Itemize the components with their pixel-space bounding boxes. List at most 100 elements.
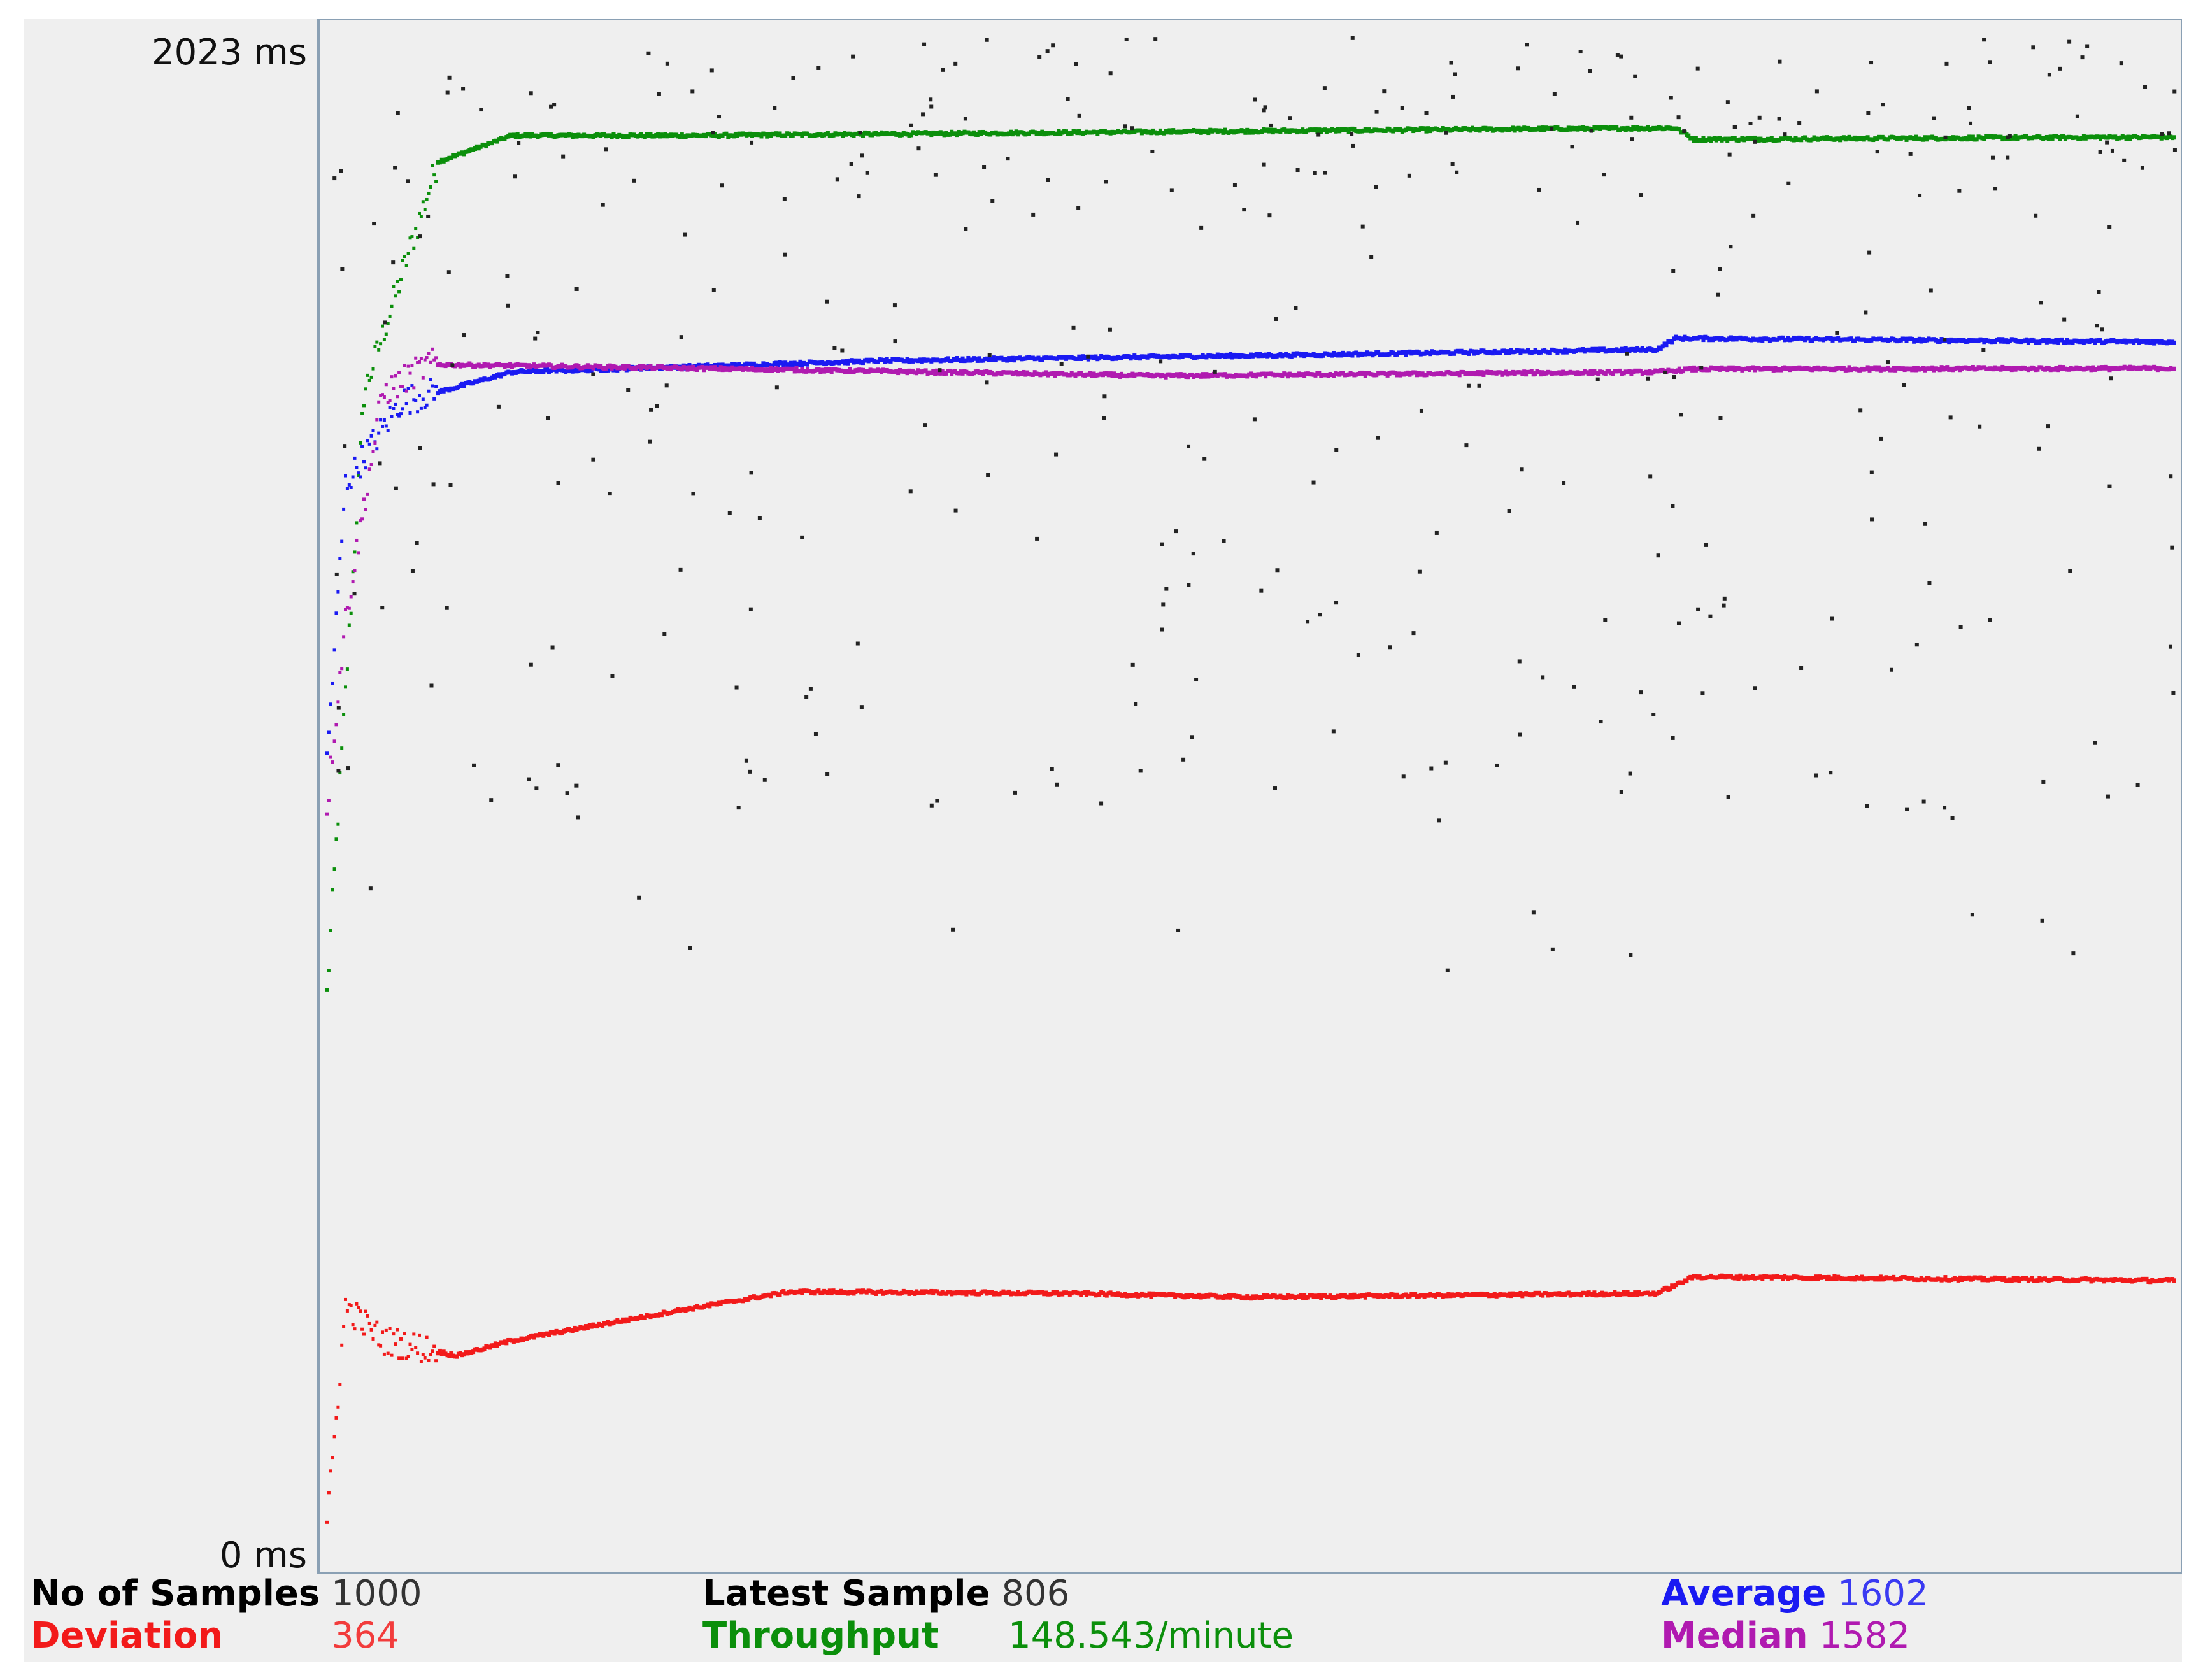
average-line-point [1330, 353, 1334, 358]
sample-point [1253, 97, 1257, 102]
median-line-point [774, 366, 778, 371]
sample-point [1700, 691, 1705, 695]
deviation-line-point [375, 1320, 379, 1324]
sample-point [1725, 100, 1730, 104]
average-line-point [1229, 352, 1233, 357]
sample-point [1124, 37, 1129, 41]
average-line-point [1094, 354, 1098, 359]
deviation-line-point [1509, 1293, 1513, 1299]
average-line-point [353, 456, 357, 460]
sample-point [649, 408, 653, 412]
median-line-point [608, 363, 612, 368]
throughput-line-point [1677, 127, 1681, 132]
median-line-point [362, 497, 366, 501]
deviation-line-point [429, 1353, 432, 1356]
sample-point [922, 42, 927, 46]
sample-point [513, 174, 517, 179]
deviation-line-point [327, 1491, 331, 1495]
sample-point [646, 51, 651, 55]
graph-panel: 2023 ms 0 ms No of Samples 1000 Latest S… [24, 19, 2182, 1662]
sample-point [1932, 116, 1936, 120]
throughput-line-point [2159, 136, 2164, 141]
sample-point [1572, 685, 1576, 689]
deviation-line-point [334, 1416, 338, 1420]
average-line-point [1376, 350, 1381, 355]
median-line-point [360, 517, 364, 521]
throughput-line-point [1040, 129, 1044, 134]
sample-point [336, 706, 341, 710]
median-line-point [1457, 373, 1462, 378]
median-line-point [375, 418, 379, 422]
sample-point [690, 89, 695, 94]
sample-point [1732, 124, 1737, 129]
sample-point [800, 535, 804, 539]
throughput-line-point [414, 227, 418, 231]
sample-point [1006, 157, 1010, 161]
sample-point [1066, 97, 1070, 101]
sample-point [986, 473, 990, 478]
average-line-point [2000, 337, 2005, 342]
sample-point [1455, 170, 1459, 174]
throughput-line-point [1138, 128, 1142, 133]
sample-point [1864, 310, 1868, 315]
sample-point [1830, 616, 1834, 621]
deviation-line-point [332, 1435, 336, 1439]
sample-point [550, 645, 555, 650]
average-line-point [1428, 352, 1432, 357]
median-line-point [794, 366, 799, 371]
median-line-point [1618, 368, 1622, 373]
median-line-point [718, 365, 723, 370]
sample-point [916, 146, 921, 151]
deviation-line-point [353, 1327, 357, 1331]
deviation-line-point [438, 1348, 442, 1353]
sample-point [929, 803, 934, 808]
throughput-line-point [375, 340, 379, 344]
average-line-point [366, 439, 369, 443]
throughput-line-point [1245, 127, 1250, 132]
deviation-line-point [1832, 1274, 1837, 1279]
sample-point [429, 683, 434, 688]
average-line-point [2054, 338, 2058, 343]
average-line-point [798, 359, 802, 364]
average-line-point [1699, 335, 1704, 340]
sample-point [1449, 61, 1453, 65]
sample-point [1869, 470, 1874, 474]
sample-point [1835, 331, 1839, 335]
deviation-line-point [386, 1351, 390, 1355]
average-line-point [429, 378, 432, 381]
median-line-point [349, 595, 353, 599]
sample-point [2067, 39, 2072, 44]
deviation-line-point [1123, 1292, 1127, 1297]
sample-point [2135, 783, 2140, 787]
throughput-line-point [429, 185, 432, 189]
sample-point [1262, 108, 1266, 113]
throughput-line-point [1511, 125, 1515, 131]
sample-point [1708, 614, 1713, 618]
median-line-point [1930, 365, 1935, 370]
sample-point [1729, 245, 1733, 249]
sample-point [1881, 103, 1885, 107]
average-line-point [905, 357, 909, 362]
average-line-point [351, 475, 355, 479]
deviation-line-point [504, 1341, 509, 1346]
sample-point [1531, 910, 1536, 915]
sample-point [1726, 795, 1730, 799]
average-line-point [410, 384, 414, 388]
median-line-point [340, 667, 344, 671]
deviation-line-point [384, 1328, 388, 1332]
average-line-point [382, 418, 386, 422]
throughput-line-point [394, 294, 397, 298]
average-line-point [806, 362, 809, 367]
deviation-line-point [377, 1343, 381, 1347]
average-line-point [332, 648, 336, 652]
sample-point [774, 385, 779, 390]
sample-point [1130, 662, 1135, 667]
sample-point [1619, 790, 1623, 794]
average-line-point [360, 445, 364, 448]
deviation-line-point [336, 1405, 340, 1409]
throughput-line-point [360, 411, 364, 415]
sample-point [1867, 250, 1872, 255]
deviation-line-point [582, 1326, 587, 1331]
sample-point [1550, 126, 1554, 131]
average-line-point [876, 359, 880, 364]
